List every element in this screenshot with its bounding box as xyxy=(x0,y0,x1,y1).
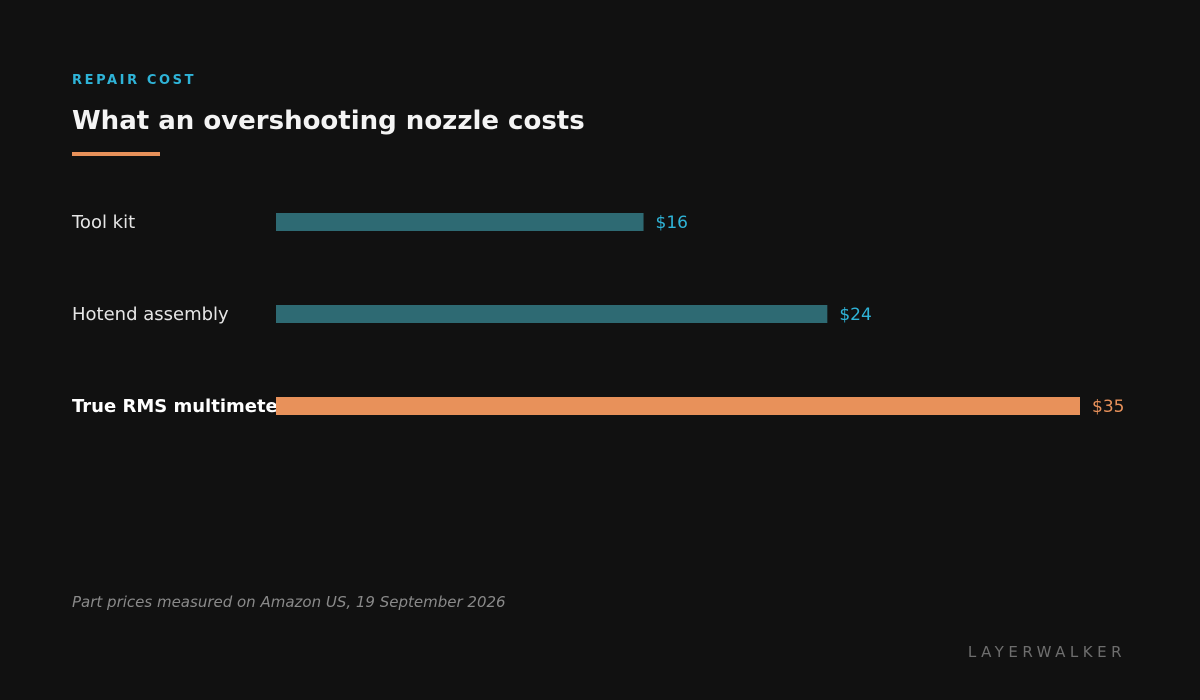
bar xyxy=(276,397,1080,415)
title-underline xyxy=(72,152,160,156)
category-label: Hotend assembly xyxy=(72,304,229,325)
category-label: Tool kit xyxy=(71,212,135,233)
chart-title: What an overshooting nozzle costs xyxy=(72,106,585,136)
chart-kicker: REPAIR COST xyxy=(72,73,197,88)
source-note: Part prices measured on Amazon US, 19 Se… xyxy=(72,593,506,611)
bar xyxy=(276,305,828,323)
category-label: True RMS multimeter xyxy=(72,396,287,417)
bar xyxy=(276,213,644,231)
brand-logo: LAYERWALKER xyxy=(967,643,1126,661)
value-label: $35 xyxy=(1092,397,1124,417)
value-label: $24 xyxy=(839,305,871,325)
value-label: $16 xyxy=(656,213,688,233)
